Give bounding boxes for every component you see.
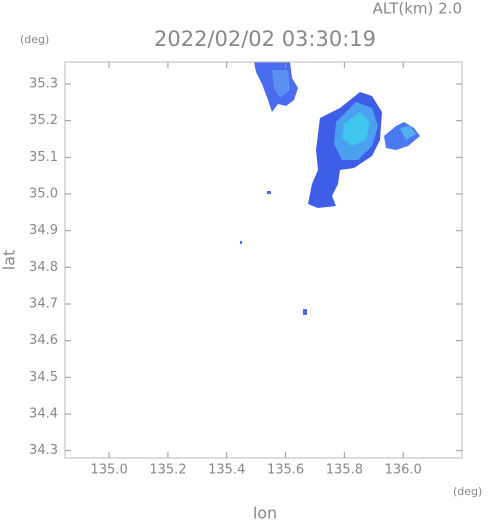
y-tick-label: 35.1: [29, 150, 58, 165]
y-unit: (deg): [20, 33, 49, 46]
y-tick-label: 34.3: [29, 443, 58, 458]
echo: [303, 309, 307, 315]
echo-field: [240, 62, 420, 315]
chart-title: 2022/02/02 03:30:19: [154, 27, 376, 51]
y-tick-label: 35.0: [29, 187, 58, 202]
x-axis-label: lon: [253, 504, 277, 521]
x-tick-label: 135.6: [267, 463, 304, 478]
y-tick-label: 34.7: [29, 297, 58, 312]
y-tick-label: 34.5: [29, 370, 58, 385]
x-tick-label: 135.4: [208, 463, 245, 478]
y-tick-label: 34.9: [29, 223, 58, 238]
x-unit: (deg): [453, 485, 482, 498]
y-tick-label: 35.3: [29, 77, 58, 92]
x-tick-label: 135.2: [149, 463, 186, 478]
y-tick-label: 34.4: [29, 407, 58, 422]
echo: [400, 126, 416, 140]
y-tick-label: 34.8: [29, 260, 58, 275]
altitude-label: ALT(km) 2.0: [373, 0, 462, 18]
echo: [384, 122, 420, 150]
echo: [342, 112, 370, 146]
x-tick-label: 135.0: [91, 463, 128, 478]
y-tick-label: 35.2: [29, 113, 58, 128]
plot-frame: [64, 61, 463, 459]
echo: [240, 241, 242, 244]
x-tick-label: 136.0: [385, 463, 422, 478]
x-tick-label: 135.8: [326, 463, 363, 478]
echo: [267, 191, 271, 194]
echo: [272, 70, 290, 98]
y-tick-label: 34.6: [29, 333, 58, 348]
y-axis-label: lat: [0, 250, 19, 271]
